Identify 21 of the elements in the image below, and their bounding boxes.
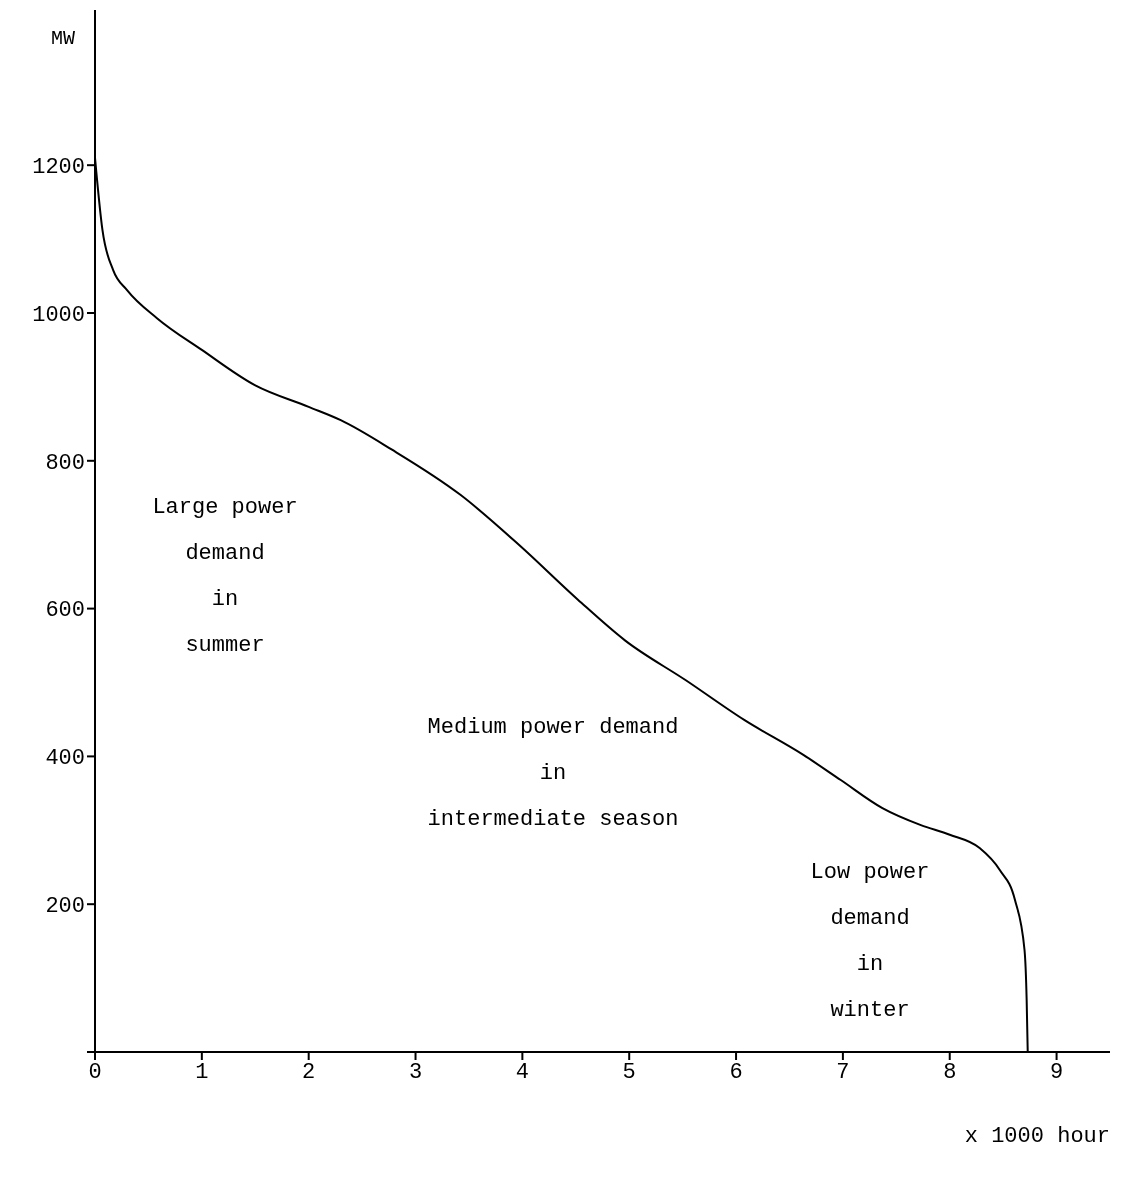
x-tick-label: 2 [302,1059,316,1085]
annotation: Large power demand in summer [152,495,298,658]
y-tick-label: 200 [45,894,85,920]
x-tick-label: 9 [1049,1059,1064,1085]
y-axis-title: MW [50,27,75,51]
x-tick-label: 5 [622,1059,636,1085]
annotation: Low power demand in winter [809,859,931,1025]
x-axis-title: x 1000 hour [964,1124,1110,1149]
annotation: Medium power demand in intermediate season [426,714,680,834]
x-tick-label: 4 [515,1059,529,1085]
x-tick-label: 0 [88,1059,102,1085]
y-tick-label: 1000 [32,302,85,328]
x-tick-label: 8 [943,1059,957,1085]
y-tick-label: 600 [45,598,85,624]
y-tick-label: 800 [45,450,85,476]
x-tick-label: 3 [408,1059,423,1085]
x-tick-label: 1 [195,1059,209,1085]
x-tick-label: 7 [836,1059,850,1085]
y-tick-label: 400 [45,746,85,772]
x-tick-label: 6 [729,1059,743,1085]
y-tick-label: 1200 [32,155,85,180]
